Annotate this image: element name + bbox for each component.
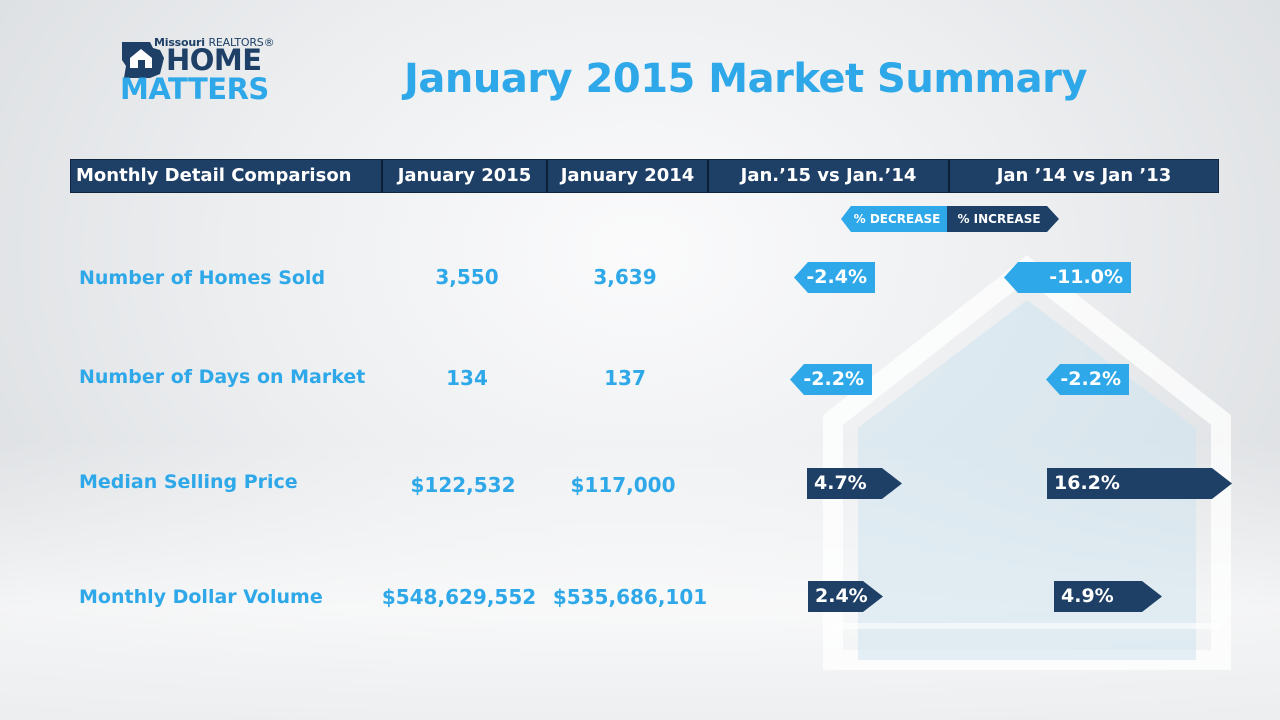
badge-homes-sold-change-14-13: -11.0% — [1004, 262, 1131, 293]
legend-decrease: % DECREASE — [841, 206, 947, 232]
logo-brand-line: Missouri REALTORS® — [154, 36, 275, 49]
value-homes-sold-2014: 3,639 — [593, 265, 657, 289]
home-matters-logo: Missouri REALTORS® HOME MATTERS — [120, 36, 280, 108]
row-label-median-price: Median Selling Price — [79, 471, 298, 493]
value-days-on-market-2014: 137 — [604, 366, 646, 390]
row-label-homes-sold: Number of Homes Sold — [79, 267, 326, 289]
value-median-price-2015: $122,532 — [410, 473, 516, 497]
logo-word-matters: MATTERS — [120, 72, 269, 106]
badge-days-on-market-change-15-14: -2.2% — [790, 364, 872, 395]
missouri-house-icon — [122, 42, 164, 78]
header-cell-change-15-14: Jan.’15 vs Jan.’14 — [707, 160, 948, 192]
value-days-on-market-2015: 134 — [446, 366, 488, 390]
legend-increase: % INCREASE — [947, 206, 1059, 232]
value-median-price-2014: $117,000 — [570, 473, 676, 497]
badge-dollar-volume-change-14-13: 4.9% — [1054, 581, 1162, 612]
header-cell-jan-2015: January 2015 — [381, 160, 546, 192]
table-header: Monthly Detail Comparison January 2015 J… — [70, 159, 1219, 193]
value-dollar-volume-2014: $535,686,101 — [552, 585, 708, 609]
badge-homes-sold-change-15-14: -2.4% — [794, 262, 875, 293]
value-dollar-volume-2015: $548,629,552 — [381, 585, 537, 609]
row-label-dollar-volume: Monthly Dollar Volume — [79, 586, 323, 608]
badge-median-price-change-14-13: 16.2% — [1047, 468, 1232, 499]
page-title: January 2015 Market Summary — [404, 56, 1087, 102]
logo-word-home: HOME — [166, 43, 262, 77]
header-cell-jan-2014: January 2014 — [546, 160, 707, 192]
header-cell-metric: Monthly Detail Comparison — [76, 165, 352, 186]
row-label-days-on-market: Number of Days on Market — [79, 366, 366, 388]
value-homes-sold-2015: 3,550 — [435, 265, 499, 289]
badge-median-price-change-15-14: 4.7% — [807, 468, 902, 499]
badge-days-on-market-change-14-13: -2.2% — [1046, 364, 1129, 395]
header-cell-change-14-13: Jan ’14 vs Jan ’13 — [948, 160, 1218, 192]
